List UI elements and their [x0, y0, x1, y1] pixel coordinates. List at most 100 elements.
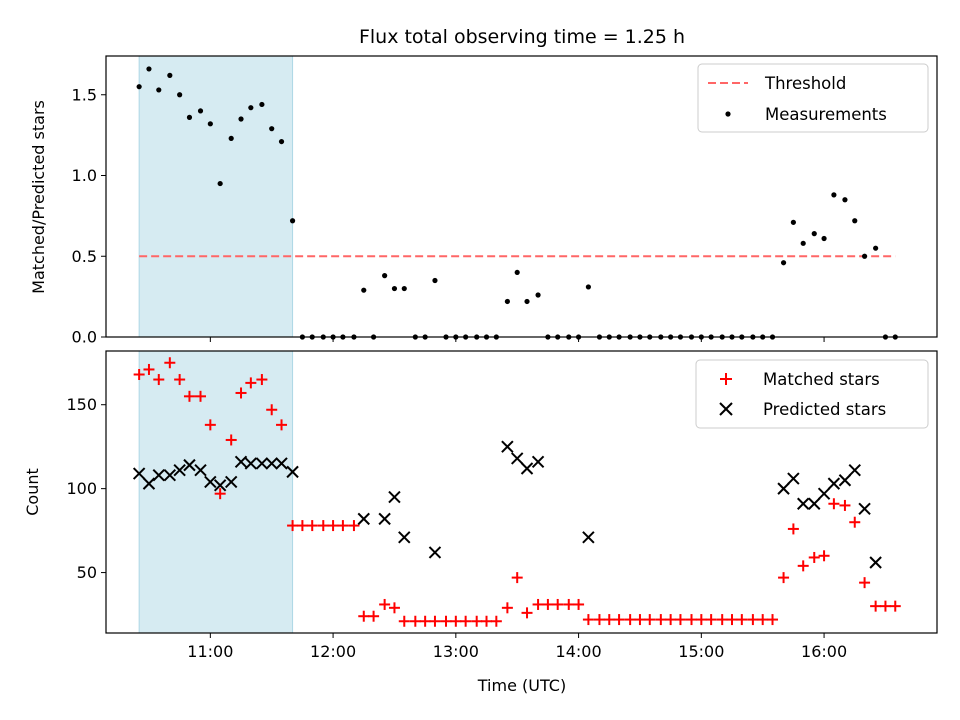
matched-star-point — [870, 600, 882, 612]
matched-star-point — [388, 602, 400, 614]
measurement-point — [177, 92, 183, 98]
predicted-star-point — [255, 457, 269, 470]
measurement-point — [514, 269, 520, 276]
matched-star-point — [582, 614, 594, 626]
matched-star-point — [153, 374, 165, 386]
predicted-star-point — [531, 455, 545, 468]
matched-star-point — [368, 610, 380, 622]
measurement-point — [238, 116, 244, 122]
matched-star-point — [143, 363, 155, 375]
y-tick-label: 1.5 — [72, 85, 97, 104]
matched-star-point — [839, 499, 851, 511]
predicted-star-point — [194, 463, 207, 477]
predicted-star-point — [838, 474, 852, 487]
x-tick-label: 11:00 — [187, 642, 233, 661]
measurement-point — [504, 298, 510, 305]
matched-star-point — [204, 419, 216, 431]
matched-star-point — [174, 374, 186, 386]
count-axes-frame — [105, 350, 938, 634]
matched-star-point — [409, 615, 421, 627]
matched-star-point — [450, 615, 462, 627]
matched-star-point — [828, 498, 840, 510]
matched-star-point — [164, 357, 176, 369]
predicted-star-point — [428, 546, 442, 559]
count-y-axis-label: Count — [23, 468, 42, 516]
x-tick-label: 15:00 — [678, 642, 724, 661]
matched-star-point — [379, 598, 391, 610]
predicted-star-point — [163, 469, 177, 482]
predicted-star-point — [501, 440, 514, 453]
matched-star-point — [655, 614, 667, 626]
matched-star-point — [767, 614, 779, 626]
matched-star-point — [787, 523, 799, 535]
measurement-point — [861, 253, 868, 259]
matched-star-point — [501, 602, 513, 614]
matched-star-point — [460, 615, 472, 627]
measurement-point — [197, 108, 204, 114]
predicted-star-point — [510, 452, 524, 465]
predicted-star-point — [132, 467, 146, 480]
predicted-star-point — [152, 469, 165, 482]
measurement-point — [842, 197, 848, 203]
predicted-star-point — [398, 531, 411, 544]
measurement-point — [401, 285, 407, 292]
matched-star-point — [225, 434, 237, 446]
y-tick-label: 0.0 — [72, 328, 97, 347]
matched-star-point — [665, 614, 677, 626]
ratio-legend-box — [697, 63, 929, 133]
predicted-star-point — [173, 463, 186, 477]
legend-measurements-swatch — [725, 111, 731, 117]
matched-star-point — [532, 598, 544, 610]
ratio-x-ticks — [209, 337, 825, 342]
legend-measurements-label: Measurements — [765, 105, 887, 124]
x-tick-label: 13:00 — [433, 642, 479, 661]
matched-star-point — [481, 615, 493, 627]
matched-star-point — [818, 550, 830, 562]
measurement-point — [248, 105, 254, 111]
count-y-ticks: 50 100 150 — [66, 395, 106, 582]
matched-star-point — [644, 614, 656, 626]
matched-star-point — [705, 614, 717, 626]
matched-star-point — [306, 520, 318, 532]
measurement-point — [156, 87, 162, 93]
y-tick-label: 1.0 — [72, 166, 97, 185]
matched-star-point — [634, 614, 646, 626]
legend-matched-swatch — [720, 373, 732, 385]
predicted-star-point — [787, 472, 800, 485]
measurement-point — [391, 285, 398, 292]
matched-star-point — [348, 520, 360, 532]
predicted-star-point — [213, 479, 227, 492]
matched-star-point — [256, 374, 268, 386]
matched-star-point — [419, 615, 431, 627]
predicted-stars-points — [132, 440, 882, 569]
matched-star-point — [747, 614, 759, 626]
matched-star-point — [214, 488, 226, 500]
predicted-star-point — [224, 475, 238, 489]
matched-star-point — [471, 615, 483, 627]
matched-star-point — [287, 520, 299, 532]
count-shaded-region — [138, 350, 294, 634]
matched-stars-points — [133, 357, 901, 627]
matched-star-point — [573, 598, 585, 610]
x-tick-label: 12:00 — [310, 642, 356, 661]
measurement-point — [136, 84, 142, 90]
matched-star-point — [695, 614, 707, 626]
matched-star-point — [624, 614, 636, 626]
measurement-point — [278, 138, 285, 145]
measurement-point — [432, 277, 438, 284]
matched-star-point — [808, 551, 820, 563]
matched-star-point — [849, 516, 861, 528]
predicted-star-point — [142, 477, 156, 490]
count-legend-box — [695, 359, 929, 429]
matched-star-point — [398, 615, 410, 627]
matched-star-point — [327, 520, 339, 532]
ratio-y-axis-label: Matched/Predicted stars — [29, 100, 48, 294]
chart-title: Flux total observing time = 1.25 h — [359, 26, 685, 48]
legend-threshold-label: Threshold — [764, 74, 846, 93]
measurement-point — [585, 284, 591, 290]
matched-star-point — [276, 419, 288, 431]
matched-star-point — [195, 390, 207, 402]
matched-star-point — [296, 520, 308, 532]
matched-star-point — [778, 572, 790, 584]
